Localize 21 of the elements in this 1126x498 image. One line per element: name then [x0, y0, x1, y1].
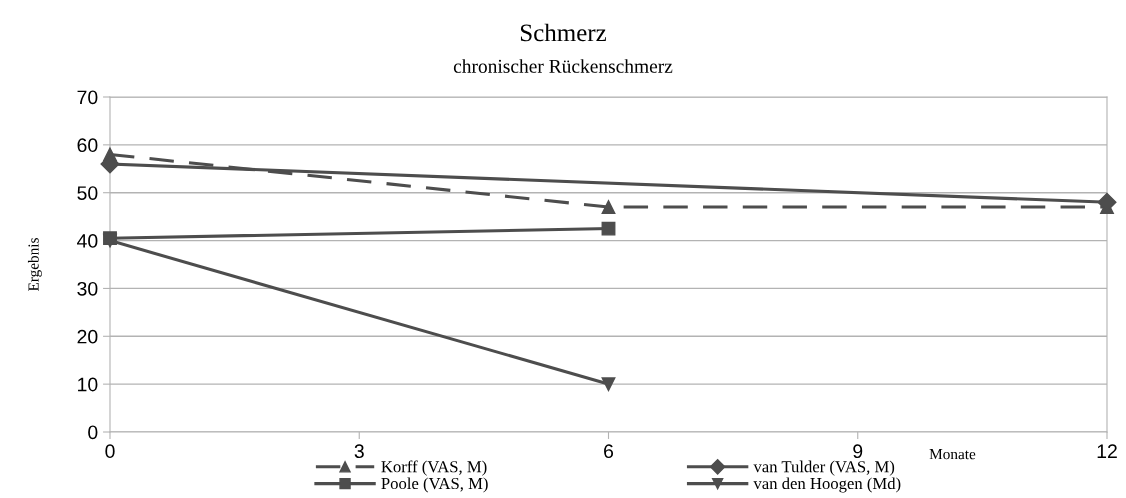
y-tick-label: 20: [77, 329, 98, 344]
y-tick-label: 70: [77, 90, 98, 105]
legend-label: Poole (VAS, M): [381, 477, 488, 493]
y-tick-label: 30: [77, 281, 98, 296]
y-tick-label: 40: [77, 234, 98, 248]
legend-label: van den Hoogen (Md): [753, 477, 901, 493]
legend-label: van Tulder (VAS, M): [753, 460, 895, 476]
chart-subtitle: chronischer Rückenschmerz: [453, 59, 673, 73]
x-tick-label: 9: [853, 444, 863, 459]
x-tick-label: 0: [105, 444, 115, 459]
x-tick-label: 6: [604, 444, 614, 459]
chart-title: Schmerz: [520, 23, 607, 42]
x-axis-title: Monate: [929, 449, 976, 460]
y-tick-label: 50: [77, 186, 98, 200]
y-tick-label: 10: [78, 377, 98, 392]
x-tick-label: 3: [354, 444, 364, 459]
y-tick-label: 0: [88, 425, 98, 440]
legend-label: Korff (VAS, M): [381, 460, 487, 476]
x-tick-label: 12: [1097, 444, 1117, 458]
y-tick-label: 60: [77, 138, 98, 153]
y-axis-title: Ergebnis: [27, 238, 42, 292]
